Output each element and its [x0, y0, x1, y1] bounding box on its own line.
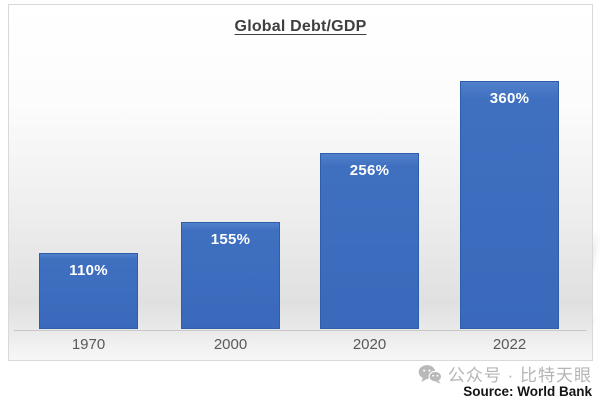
x-axis-line — [14, 330, 587, 331]
bar-value-label: 360% — [489, 90, 530, 107]
chart-panel: Global Debt/GDP 110% 1970 155% 2000 256% 2020… — [8, 4, 593, 361]
watermark: 公众号 · 比特天眼 Source: World Bank — [418, 361, 592, 399]
bar-value-label: 256% — [349, 162, 390, 179]
watermark-row: 公众号 · 比特天眼 — [418, 361, 592, 386]
watermark-text: 公众号 · 比特天眼 — [447, 366, 592, 385]
bar-value-label: 110% — [69, 262, 108, 279]
x-axis-label-2020: 2020 — [352, 336, 387, 353]
bar-value-label: 155% — [210, 231, 251, 248]
plot-area: 110% 1970 155% 2000 256% 2020 360% 2022 — [9, 5, 592, 360]
bar-2022: 360% — [460, 81, 559, 329]
x-axis-label-1970: 1970 — [71, 336, 106, 353]
x-axis-label-2022: 2022 — [492, 336, 527, 353]
bar-2020: 256% — [320, 153, 419, 329]
bar-2000: 155% — [181, 222, 280, 329]
chart-title: Global Debt/GDP — [234, 18, 367, 35]
wechat-icon — [418, 364, 442, 384]
source-text: Source: World Bank — [463, 384, 592, 399]
x-axis-label-2000: 2000 — [213, 336, 248, 353]
bar-1970: 110% — [39, 253, 138, 329]
